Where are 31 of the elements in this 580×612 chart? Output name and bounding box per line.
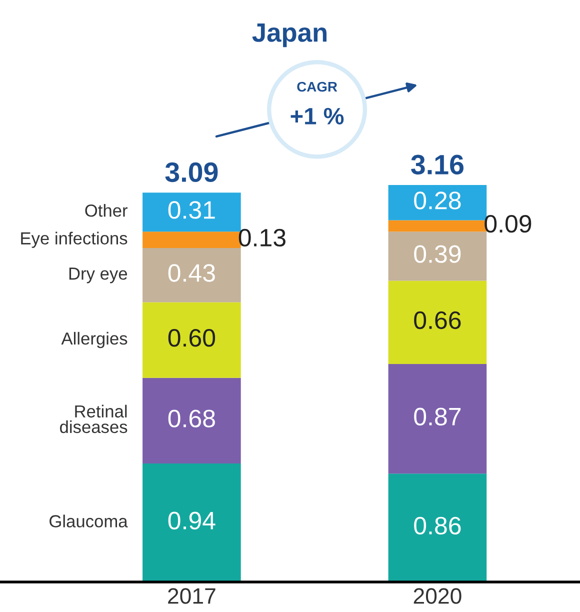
total-label: 3.09 [165,162,218,182]
data-label: 0.60 [168,329,216,347]
x-tick-label: 2017 [168,588,216,604]
chart-title: Japan [252,24,327,48]
bar [142,248,241,302]
bar [142,378,241,464]
bar [388,364,487,474]
data-label: 0.28 [414,192,461,210]
data-label: 0.68 [168,410,215,428]
data-label: 0.87 [414,408,461,426]
bar [388,280,487,364]
bar [388,232,487,281]
x-tick-label: 2020 [414,588,462,604]
bar [142,464,241,582]
series-label: Dry eye [69,268,128,284]
data-label: 0.43 [168,264,215,282]
series-label: Retinal diseases [60,404,128,434]
series-label: Allergies [61,332,128,348]
data-label: 0.31 [168,201,215,219]
text: +1 % [290,108,344,124]
data-label: 0.66 [414,311,461,330]
series-label: Other [85,204,128,217]
data-label: 0.39 [414,245,461,263]
bar [388,474,487,582]
bar [142,302,241,378]
series-label: Eye infections [21,232,128,248]
data-label: 0.94 [168,512,216,530]
series-label: Glaucoma [50,514,128,528]
data-label: 0.86 [414,516,461,535]
total-label: 3.16 [411,154,464,175]
text: CAGR [297,82,338,92]
